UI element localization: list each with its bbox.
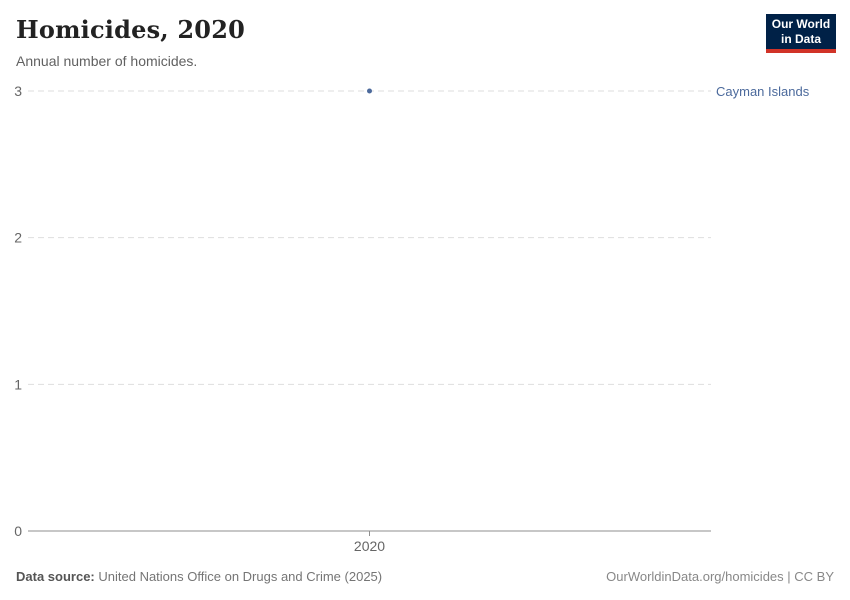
chart-subtitle: Annual number of homicides. [16, 53, 198, 69]
y-tick-label: 2 [14, 230, 22, 246]
license-credit: OurWorldinData.org/homicides | CC BY [606, 569, 834, 584]
data-point [367, 88, 372, 94]
series-label-cayman-islands: Cayman Islands [716, 84, 810, 99]
chart-title: Homicides, 2020 [16, 15, 245, 44]
y-tick-label: 0 [14, 523, 22, 539]
data-source-label: Data source: [16, 569, 95, 584]
y-tick-label: 3 [14, 83, 22, 99]
owid-logo: Our World in Data [766, 14, 836, 53]
y-tick-label: 1 [14, 376, 22, 392]
data-source-text: United Nations Office on Drugs and Crime… [98, 569, 383, 584]
chart-footer: Data source: United Nations Office on Dr… [16, 569, 834, 584]
x-tick-label: 2020 [354, 538, 385, 554]
owid-logo-line2: in Data [780, 31, 821, 46]
data-source-note: Data source: United Nations Office on Dr… [16, 569, 382, 584]
owid-logo-line1: Our World [771, 17, 831, 32]
